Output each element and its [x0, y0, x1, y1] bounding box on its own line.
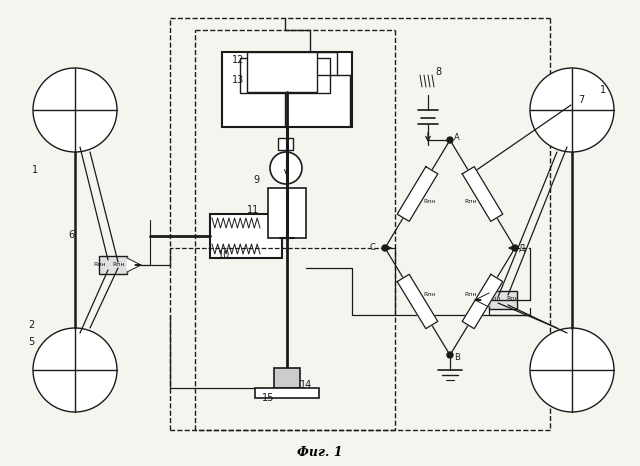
Text: 15: 15 — [262, 393, 275, 403]
Text: Rлн: Rлн — [423, 292, 436, 297]
Text: 7: 7 — [578, 95, 584, 105]
Text: 10: 10 — [218, 250, 230, 260]
Text: Фиг. 1: Фиг. 1 — [297, 445, 343, 459]
Text: Rпн: Rпн — [464, 199, 477, 204]
Circle shape — [530, 68, 614, 152]
Circle shape — [382, 245, 388, 251]
Bar — [247, 52, 317, 92]
Bar — [489, 291, 517, 309]
Bar — [278, 138, 293, 150]
Bar — [210, 214, 282, 258]
Circle shape — [512, 245, 518, 251]
Circle shape — [447, 137, 453, 143]
Text: 1: 1 — [600, 85, 606, 95]
Circle shape — [270, 152, 302, 184]
Text: B: B — [454, 354, 460, 363]
Text: Rпн: Rпн — [507, 296, 519, 302]
Text: Rлн: Rлн — [489, 296, 501, 302]
Circle shape — [530, 328, 614, 412]
Bar — [240, 58, 330, 93]
Text: A: A — [454, 132, 460, 142]
Circle shape — [447, 352, 453, 358]
Bar — [274, 368, 300, 388]
Text: 8: 8 — [435, 67, 441, 77]
Polygon shape — [397, 167, 438, 221]
Bar — [268, 188, 306, 238]
Text: 11: 11 — [247, 205, 259, 215]
Text: 6: 6 — [68, 230, 74, 240]
Polygon shape — [397, 274, 438, 329]
Text: 13: 13 — [232, 75, 244, 85]
Circle shape — [33, 328, 117, 412]
Text: Rлн: Rлн — [94, 261, 106, 267]
Bar — [222, 52, 352, 127]
Text: 14: 14 — [300, 380, 312, 390]
Text: Rлн: Rлн — [423, 199, 436, 204]
Text: 1: 1 — [32, 165, 38, 175]
Bar — [255, 388, 319, 398]
Text: Rпн: Rпн — [464, 292, 477, 297]
Text: 5: 5 — [28, 337, 35, 347]
Polygon shape — [127, 258, 141, 272]
Text: 2: 2 — [28, 320, 35, 330]
Text: 12: 12 — [232, 55, 244, 65]
Circle shape — [33, 68, 117, 152]
Bar — [99, 256, 127, 274]
Text: Д: Д — [519, 244, 525, 253]
Polygon shape — [475, 293, 489, 307]
Text: Rпн: Rпн — [113, 261, 125, 267]
Text: 9: 9 — [253, 175, 259, 185]
Polygon shape — [462, 167, 503, 221]
Polygon shape — [462, 274, 503, 329]
Text: C: C — [369, 244, 375, 253]
